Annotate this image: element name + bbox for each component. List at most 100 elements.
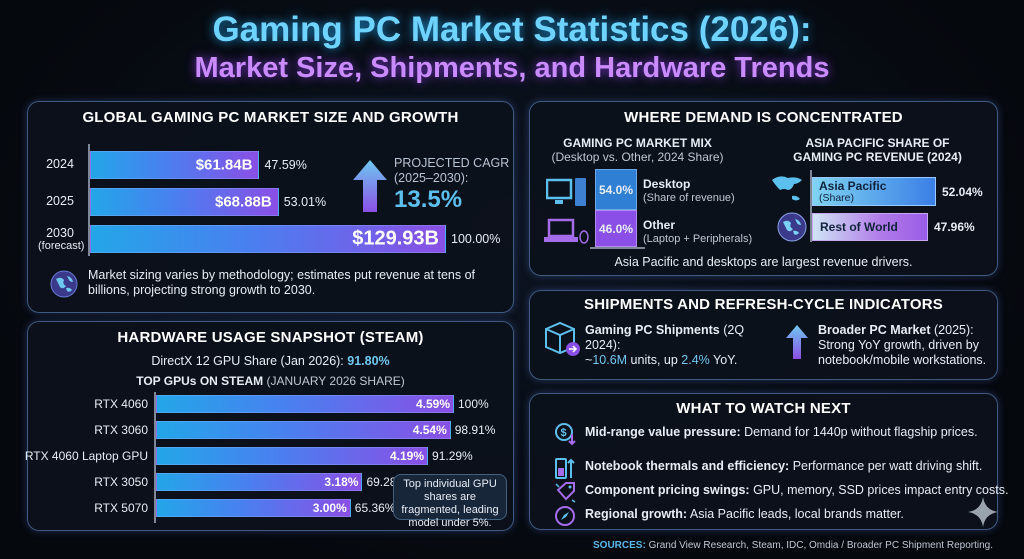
- axis: [154, 392, 156, 523]
- top-gpus-title: TOP GPUs ON STEAM: [136, 374, 264, 388]
- laptop-icon: [544, 218, 590, 251]
- watch-item-title: Component pricing swings:: [585, 483, 750, 497]
- watch-item-title: Mid-range value pressure:: [585, 425, 741, 439]
- cagr-period: (2025–2030):: [394, 171, 469, 185]
- bar-value: $129.93B: [352, 227, 439, 250]
- sources-label: SOURCES:: [593, 540, 646, 551]
- gpu-bar: 3.00%: [156, 499, 351, 517]
- watch-title: WHAT TO WATCH NEXT: [676, 400, 851, 417]
- sources: SOURCES: Grand View Research, Steam, IDC…: [593, 540, 993, 551]
- cagr-value: 13.5%: [394, 186, 463, 213]
- globe-icon: [50, 270, 78, 303]
- battery-up-icon: [554, 456, 576, 485]
- watch-item-text: Asia Pacific leads, local brands matter.: [687, 507, 904, 521]
- sparkle-icon: [968, 497, 998, 532]
- relative-label: 91.29%: [432, 449, 473, 463]
- dollar-down-icon: $: [554, 422, 576, 451]
- market-note: Market sizing varies by methodology; est…: [88, 268, 475, 297]
- shipments-end: YoY.: [709, 353, 738, 367]
- shipments-mid: units, up: [627, 353, 682, 367]
- ap-sub: (Share): [819, 192, 855, 204]
- market-size-panel: GLOBAL GAMING PC MARKET SIZE AND GROWTH …: [27, 101, 514, 313]
- page-subtitle: Market Size, Shipments, and Hardware Tre…: [194, 52, 830, 84]
- gpu-bar: 3.18%: [156, 473, 363, 491]
- other-value: 46.0%: [598, 221, 634, 236]
- row-label: Rest of World: [820, 220, 898, 234]
- dx12-label: DirectX 12 GPU Share (Jan 2026):: [151, 354, 348, 368]
- broader-pc-period: (2025):: [930, 323, 974, 337]
- bar-value: 4.19%: [389, 449, 425, 463]
- box-icon: [542, 321, 582, 362]
- arrow-up-icon: [786, 325, 808, 364]
- relative-label: 65.36%: [354, 501, 396, 515]
- broader-pc-label: Broader PC Market: [818, 323, 931, 337]
- gpu-bar: 4.19%: [156, 447, 429, 465]
- gpu-label: RTX 3060: [94, 423, 148, 437]
- mix-title: GAMING PC MARKET MIX: [563, 136, 712, 150]
- ap-title-line1: ASIA PACIFIC SHARE OF: [805, 136, 950, 150]
- relative-label: 98.91%: [454, 423, 496, 437]
- watch-item: Regional growth: Asia Pacific leads, loc…: [585, 507, 904, 521]
- bar-value: 4.59%: [415, 397, 450, 411]
- svg-text:$: $: [561, 427, 567, 439]
- axis: [590, 247, 645, 249]
- watch-item: Notebook thermals and efficiency: Perfor…: [585, 459, 982, 473]
- rest-of-world-bar: Rest of World: [812, 213, 928, 241]
- watch-item-text: Demand for 1440p without flagship prices…: [740, 425, 978, 439]
- relative-label: 100%: [458, 397, 489, 411]
- watch-item: Component pricing swings: GPU, memory, S…: [585, 483, 1008, 497]
- mix-subtitle: (Desktop vs. Other, 2024 Share): [551, 150, 724, 164]
- desktop-icon: [545, 178, 588, 213]
- year-label: 2025: [46, 194, 74, 208]
- gpu-label: RTX 4060 Laptop GPU: [24, 449, 148, 463]
- arrow-up-icon: [353, 160, 387, 217]
- market-bar: $61.84B: [90, 151, 260, 179]
- other-sub: (Laptop + Peripherals): [643, 233, 753, 245]
- desktop-value: 54.0%: [598, 182, 634, 197]
- gpu-label: RTX 4060: [94, 397, 148, 411]
- bar-value: $68.88B: [215, 193, 272, 211]
- market-bar: $129.93B: [90, 225, 446, 253]
- year-label: 2024: [46, 157, 74, 171]
- ap-value: 52.04%: [942, 185, 983, 199]
- axis: [88, 144, 90, 256]
- shipments-label: Gaming PC Shipments: [585, 323, 720, 337]
- cagr-label: PROJECTED CAGR: [394, 156, 510, 170]
- tilde: ~: [585, 353, 593, 367]
- desktop-sub: (Share of revenue): [643, 192, 735, 204]
- market-bar: $68.88B: [90, 188, 279, 216]
- other-label: Other: [643, 218, 676, 232]
- top-gpus-sub: (JANUARY 2026 SHARE): [263, 374, 405, 388]
- demand-footer: Asia Pacific and desktops are largest re…: [614, 255, 913, 269]
- shipments-title: SHIPMENTS AND REFRESH-CYCLE INDICATORS: [583, 296, 943, 313]
- dx12-value: 91.80%: [347, 354, 390, 368]
- relative-label: 100.00%: [451, 232, 501, 246]
- demand-title: WHERE DEMAND IS CONCENTRATED: [624, 109, 903, 126]
- year-label: 2030 (forecast): [38, 226, 85, 253]
- gpu-bar: 4.59%: [156, 395, 454, 413]
- hardware-panel: HARDWARE USAGE SNAPSHOT (STEAM) DirectX …: [24, 321, 514, 531]
- asia-map-icon: [768, 172, 806, 211]
- other-bar: 46.0%: [595, 210, 637, 247]
- axis: [810, 170, 812, 242]
- ap-title-line2: GAMING PC REVENUE (2024): [793, 150, 962, 164]
- bar-value: 3.18%: [324, 475, 359, 489]
- gpu-tooltip: Top individual GPU shares are fragmented…: [393, 474, 507, 529]
- watch-panel: WHAT TO WATCH NEXT $ Mid-range value pres…: [529, 393, 1008, 530]
- shipments-period: (2Q 2024):: [585, 323, 745, 352]
- market-title: GLOBAL GAMING PC MARKET SIZE AND GROWTH: [82, 109, 459, 126]
- gpu-bar: 4.54%: [156, 421, 451, 439]
- watch-item-title: Regional growth:: [585, 507, 688, 521]
- watch-item-text: GPU, memory, SSD prices impact entry cos…: [749, 483, 1009, 497]
- broader-pc-text: Strong YoY growth, driven by notebook/mo…: [818, 338, 987, 367]
- demand-panel: WHERE DEMAND IS CONCENTRATED GAMING PC M…: [529, 101, 998, 276]
- gpu-label: RTX 3050: [94, 475, 148, 489]
- sources-text: Grand View Research, Steam, IDC, Omdia /…: [645, 540, 993, 551]
- watch-item: Mid-range value pressure: Demand for 144…: [585, 425, 978, 439]
- bar-value: $61.84B: [195, 156, 253, 174]
- price-tag-icon: [554, 480, 576, 509]
- row-value: 47.96%: [934, 220, 975, 234]
- page-title: Gaming PC Market Statistics (2026):: [212, 10, 812, 49]
- globe-icon: [777, 212, 807, 247]
- gpu-label: RTX 5070: [94, 501, 148, 515]
